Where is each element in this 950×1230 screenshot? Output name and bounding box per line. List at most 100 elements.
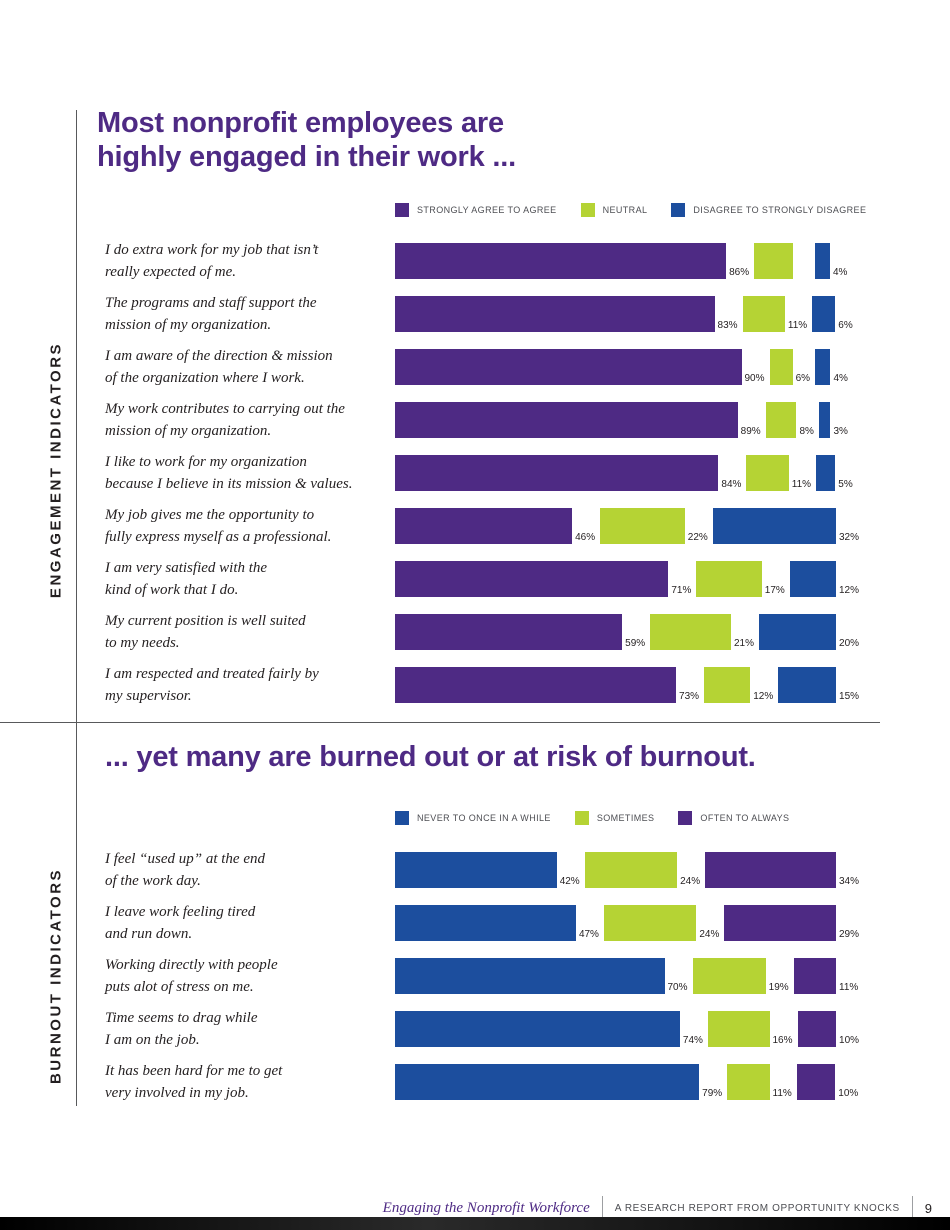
bar-disagree [759,613,837,650]
bar-value-label: 4% [833,372,848,384]
statement-line: Working directly with people [105,956,278,973]
page-footer: Engaging the Nonprofit Workforce A RESEA… [383,1196,932,1220]
statement-text: The programs and staff support the missi… [105,292,395,336]
footer-report-title: Engaging the Nonprofit Workforce [382,1199,590,1216]
burnout-title: ... yet many are burned out or at risk o… [105,741,756,773]
bar-value-label: 6% [838,319,853,331]
bar-often [705,851,836,888]
statement-line: to my needs. [105,634,180,651]
legend-label-agree: STRONGLY AGREE TO AGREE [417,205,557,215]
bar-value-label: 11% [839,981,859,993]
statement-line: I am on the job. [105,1031,200,1048]
statement-line: The programs and staff support the [105,294,317,311]
bar-value-label: 83% [717,319,738,331]
bar-value-label: 79% [702,1087,723,1099]
bar-value-label: 24% [680,875,701,887]
bar-value-label: 29% [839,928,860,940]
bar-value-label: 11% [787,319,808,331]
bar-value-label: 73% [679,690,700,702]
engagement-section-label: ENGAGEMENT INDICATORS [47,341,65,599]
legend-label-sometimes: SOMETIMES [596,813,655,823]
chart-row: I do extra work for my job that isn’t re… [105,238,935,283]
legend-label-often: OFTEN TO ALWAYS [700,813,790,823]
chart-row: The programs and staff support the missi… [105,291,935,336]
bar-value-label: 71% [671,584,692,596]
bar-group: 59% 21% 20% [395,613,864,650]
chart-row: I am very satisfied with the kind of wor… [105,556,935,601]
statement-text: Working directly with people puts alot o… [105,954,395,998]
legend-label-disagree: DISAGREE TO STRONGLY DISAGREE [693,205,867,215]
statement-line: really expected of me. [105,263,237,280]
legend-label-never: NEVER TO ONCE IN A WHILE [417,813,551,823]
statement-text: I am aware of the direction & mission of… [105,345,395,389]
bar-group: 74% 16% 10% [395,1010,864,1047]
legend-swatch-neutral [580,203,595,217]
statement-line: fully express myself as a professional. [105,528,332,545]
bar-value-label: 4% [833,266,848,278]
bar-disagree [812,295,836,332]
bar-neutral [742,295,785,332]
bar-value-label: 16% [772,1034,793,1046]
footer-report-label: A RESEARCH REPORT FROM OPPORTUNITY KNOCK… [614,1202,900,1214]
chart-row: My job gives me the opportunity to fully… [105,503,935,548]
bar-value-label: 22% [687,531,708,543]
bar-agree [395,507,573,544]
bar-group: 47% 24% 29% [395,904,864,941]
statement-text: My job gives me the opportunity to fully… [105,504,395,548]
statement-line: because I believe in its mission & value… [105,475,353,492]
bar-group: 90% 6% 4% [395,348,853,385]
bar-agree [395,613,623,650]
statement-line: It has been hard for me to get [105,1062,283,1079]
bar-sometimes [707,1010,770,1047]
statement-line: mission of my organization. [105,422,272,439]
bar-value-label: 32% [839,531,860,543]
bar-value-label: 5% [838,478,853,490]
bar-value-label: 34% [839,875,860,887]
statement-line: kind of work that I do. [105,581,239,598]
chart-row: I like to work for my organization becau… [105,450,935,495]
bar-disagree [815,348,831,385]
chart-row: Time seems to drag while I am on the job… [105,1006,935,1051]
statement-text: I am respected and treated fairly by my … [105,663,395,707]
legend-swatch-disagree [671,203,686,217]
engagement-title-line2: highly engaged in their work ... [97,141,516,173]
bar-value-label: 12% [839,584,860,596]
bar-never [395,851,557,888]
left-vertical-divider [76,110,77,1106]
bar-value-label: 74% [682,1034,703,1046]
bar-often [796,1063,836,1100]
chart-row: I feel “used up” at the end of the work … [105,847,935,892]
legend-swatch-agree [395,203,409,217]
statement-line: I leave work feeling tired [105,903,256,920]
statement-line: I feel “used up” at the end [105,850,265,867]
burnout-section-label: BURNOUT INDICATORS [47,867,65,1085]
bar-value-label: 11% [791,478,812,490]
statement-text: I am very satisfied with the kind of wor… [105,557,395,601]
statement-text: I like to work for my organization becau… [105,451,395,495]
bar-neutral [754,242,793,279]
bar-value-label: 10% [839,1034,860,1046]
chart-row: It has been hard for me to get very invo… [105,1059,935,1104]
burnout-chart: I feel “used up” at the end of the work … [105,847,935,1112]
bar-sometimes [603,904,697,941]
engagement-chart: I do extra work for my job that isn’t re… [105,238,935,715]
bar-value-label: 59% [625,637,646,649]
chart-row: My current position is well suited to my… [105,609,935,654]
bar-agree [395,454,719,491]
chart-row: I am respected and treated fairly by my … [105,662,935,707]
bar-value-label: 89% [740,425,761,437]
bar-sometimes [584,851,678,888]
bar-group: 73% 12% 15% [395,666,864,703]
statement-line: of the work day. [105,872,201,889]
bar-neutral [696,560,762,597]
bar-value-label: 42% [559,875,580,887]
statement-text: My current position is well suited to my… [105,610,395,654]
bar-agree [395,560,669,597]
statement-text: It has been hard for me to get very invo… [105,1060,395,1104]
statement-line: very involved in my job. [105,1084,249,1101]
statement-line: I am respected and treated fairly by [105,665,319,682]
bar-value-label: 8% [799,425,814,437]
bar-sometimes [692,957,766,994]
burnout-legend: NEVER TO ONCE IN A WHILE SOMETIMES OFTEN… [395,811,813,825]
bar-value-label: 90% [744,372,765,384]
